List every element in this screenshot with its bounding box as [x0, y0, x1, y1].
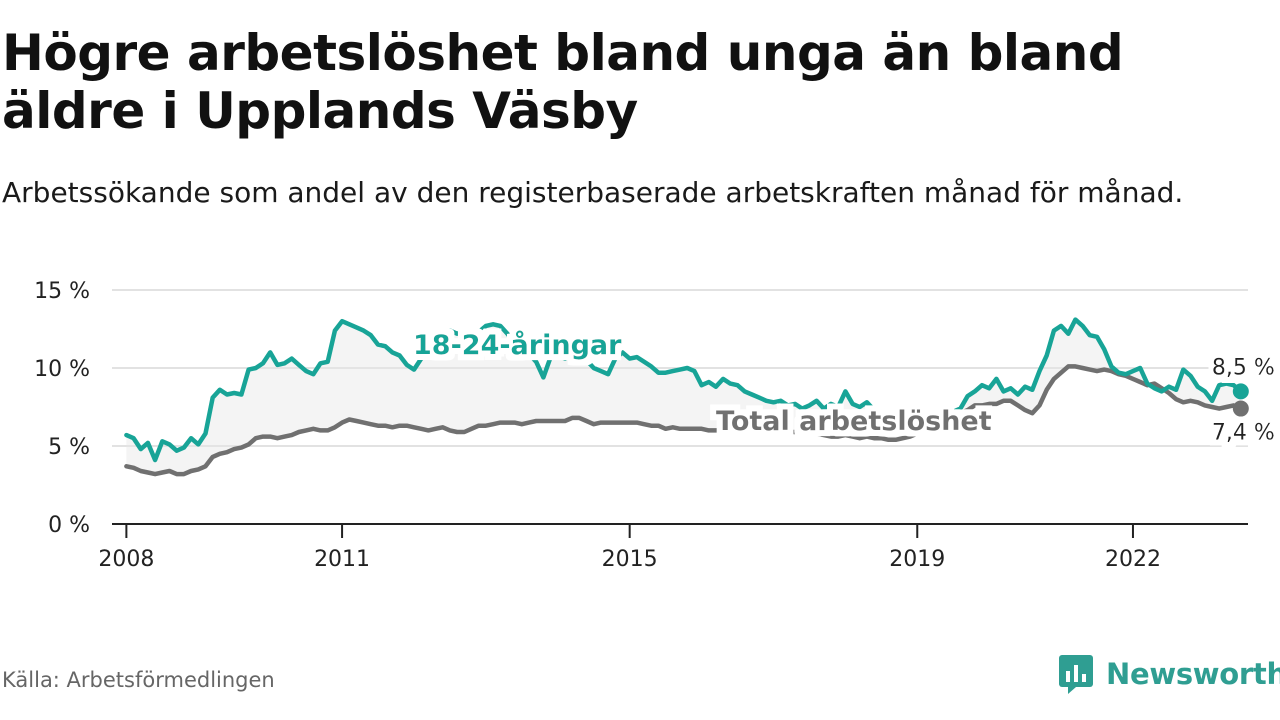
series-end-point — [1232, 383, 1249, 400]
x-tick-label: 2015 — [602, 547, 658, 572]
source-note: Källa: Arbetsförmedlingen — [2, 668, 275, 692]
series-end-point — [1232, 400, 1249, 417]
series-line — [124, 364, 1244, 477]
series-end-label: 7,4 % — [1212, 421, 1275, 446]
newsworthy-logo-icon — [1059, 655, 1093, 694]
y-axis: 0 % 5 % 10 % 15 % — [34, 279, 90, 538]
x-tick-label: 2022 — [1105, 547, 1161, 572]
series-name-label: 18-24-åringar — [413, 329, 622, 361]
brand-logo[interactable]: Newsworthy — [1058, 654, 1280, 694]
y-tick-label: 0 % — [48, 513, 90, 538]
brand-name: Newsworthy — [1106, 657, 1280, 691]
series-name-label: Total arbetslöshet — [716, 406, 992, 437]
y-tick-label: 10 % — [34, 357, 90, 382]
x-tick-label: 2008 — [98, 547, 154, 572]
x-tick-label: 2019 — [889, 547, 945, 572]
y-tick-label: 15 % — [34, 279, 90, 304]
series-lines — [124, 317, 1249, 477]
y-tick-label: 5 % — [48, 435, 90, 460]
chart-subtitle: Arbetssökande som andel av den registerb… — [2, 176, 1184, 209]
x-tick-label: 2011 — [314, 547, 370, 572]
series-line — [124, 317, 1244, 463]
series-end-label: 8,5 % — [1212, 355, 1275, 380]
chart-title: Högre arbetslöshet bland unga än bland ä… — [2, 24, 1124, 140]
line-chart: 0 % 5 % 10 % 15 % 8,5 % 7,4 % 18-24-åringar To… — [34, 279, 1275, 572]
x-axis: 2008 2011 2015 2019 2022 — [98, 524, 1161, 572]
series-labels: 8,5 % 7,4 % 18-24-åringar Total arbetslöshe… — [413, 329, 1275, 446]
gap-area — [126, 319, 1241, 475]
